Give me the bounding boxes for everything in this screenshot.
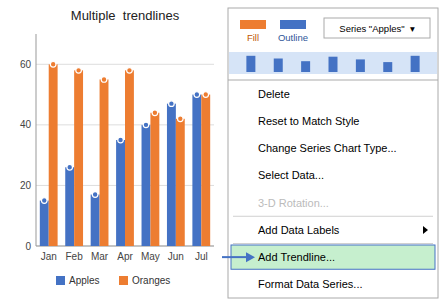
marker <box>41 198 47 204</box>
grid-line <box>36 64 214 65</box>
x-tick-label: Feb <box>66 251 84 262</box>
title: Multiple trendlines <box>71 8 180 23</box>
menu-box <box>228 8 438 298</box>
legend: Apples Oranges <box>56 275 170 286</box>
legend-swatch <box>119 276 128 285</box>
y-tick-label: 40 <box>20 119 32 130</box>
marker <box>203 92 209 98</box>
bar <box>49 64 58 246</box>
marker <box>67 164 73 170</box>
menu-item[interactable]: Delete <box>258 88 290 100</box>
marker <box>76 68 82 74</box>
bar <box>91 195 100 246</box>
bar <box>116 140 125 246</box>
legend-label: Oranges <box>132 275 170 286</box>
column-icon <box>329 57 338 72</box>
marker <box>118 137 124 143</box>
marker <box>101 77 107 83</box>
column-icon <box>356 59 365 72</box>
y-tick-label: 60 <box>20 59 32 70</box>
x-tick-label: Jul <box>195 251 208 262</box>
x-tick-label: Jan <box>41 251 57 262</box>
menu-item[interactable]: Reset to Match Style <box>258 115 360 127</box>
column-strip <box>229 52 437 74</box>
bar <box>201 95 210 246</box>
toolbar-border <box>228 80 438 81</box>
column-icon <box>411 56 420 72</box>
marker <box>169 101 175 107</box>
x-tick-label: May <box>141 251 160 262</box>
bar <box>176 119 185 246</box>
y-tick-label: 0 <box>25 241 31 252</box>
x-tick-label: Apr <box>117 251 133 262</box>
marker <box>127 68 133 74</box>
marker <box>178 116 184 122</box>
x-tick-label: Jun <box>168 251 184 262</box>
menu-highlight <box>231 245 435 269</box>
column-icon <box>383 62 392 72</box>
plot-area <box>40 61 210 246</box>
menu-item[interactable]: Select Data... <box>258 169 324 181</box>
series-button-label[interactable]: Series "Apples" ▾ <box>339 23 415 34</box>
bar <box>192 95 201 246</box>
pointer-arrow <box>222 256 248 258</box>
bar <box>74 70 83 246</box>
bar <box>40 201 49 246</box>
bar <box>100 79 109 246</box>
pointer-arrow-head <box>246 252 255 262</box>
bar <box>125 70 134 246</box>
column-icon <box>274 59 283 73</box>
marker <box>50 61 56 67</box>
menu-item[interactable]: Add Trendline... <box>258 251 335 263</box>
fill-label[interactable]: Fill <box>247 32 259 43</box>
column-icon <box>246 56 255 72</box>
chart-root: Multiple trendlines 0 20 40 60 Jan Feb Mar Apr Ma… <box>0 0 446 305</box>
marker <box>143 122 149 128</box>
bar <box>150 113 159 246</box>
series-button[interactable] <box>324 18 430 38</box>
context-menu: Fill Outline Series "Apples" ▾ Delete Reset … <box>228 8 438 298</box>
outline-swatch <box>280 20 306 29</box>
outline-label[interactable]: Outline <box>278 32 308 43</box>
bar <box>65 167 74 246</box>
marker <box>92 192 98 198</box>
fill-swatch <box>240 20 266 29</box>
column-icon <box>301 61 310 72</box>
menu-item[interactable]: 3-D Rotation... <box>258 197 329 209</box>
bar <box>167 104 176 246</box>
menu-item[interactable]: Change Series Chart Type... <box>258 142 397 154</box>
y-axis-line <box>36 34 37 246</box>
x-tick-label: Mar <box>91 251 109 262</box>
menu-item[interactable]: Add Data Labels <box>258 224 340 236</box>
marker <box>152 110 158 116</box>
menu-separator <box>233 216 433 217</box>
menu-item[interactable]: Format Data Series... <box>258 278 363 290</box>
bar <box>142 125 151 246</box>
legend-label: Apples <box>69 275 100 286</box>
marker <box>194 92 200 98</box>
submenu-arrow <box>423 226 428 234</box>
y-tick-label: 20 <box>20 180 32 191</box>
menu-separator <box>233 243 433 244</box>
legend-swatch <box>56 276 65 285</box>
